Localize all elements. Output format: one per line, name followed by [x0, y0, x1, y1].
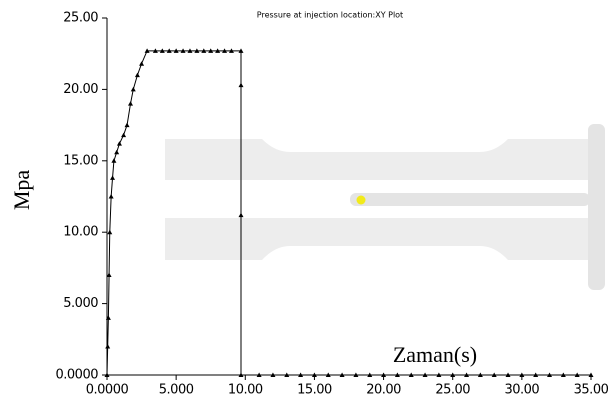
y-tick-label: 0.0000 — [56, 368, 99, 383]
pressure-line — [106, 50, 591, 376]
data-marker — [519, 372, 525, 377]
data-marker — [394, 372, 400, 377]
x-tick-label: 20.00 — [366, 383, 401, 398]
data-marker — [238, 212, 244, 218]
specimen-top — [165, 139, 590, 180]
data-marker — [110, 175, 116, 180]
data-marker — [201, 48, 207, 53]
x-tick-label: 5.000 — [159, 383, 194, 398]
data-marker — [491, 372, 497, 377]
data-marker — [238, 48, 244, 53]
data-marker — [270, 372, 276, 377]
data-marker — [106, 272, 112, 278]
data-marker — [228, 48, 234, 53]
data-marker — [505, 372, 511, 377]
data-marker — [339, 372, 345, 377]
data-marker — [215, 48, 221, 53]
x-tick-label: 15.00 — [297, 383, 332, 398]
data-marker — [166, 48, 172, 53]
data-marker — [436, 372, 442, 377]
data-marker — [547, 372, 553, 377]
data-marker — [114, 149, 120, 155]
data-marker — [105, 315, 111, 320]
runner — [350, 193, 590, 206]
data-marker — [311, 372, 317, 377]
data-marker — [107, 229, 113, 235]
data-marker — [173, 48, 179, 53]
data-marker — [450, 372, 456, 377]
data-marker — [128, 101, 134, 106]
data-marker — [187, 48, 193, 53]
y-tick-label: 20.00 — [63, 82, 98, 97]
data-marker — [256, 372, 262, 377]
data-marker — [574, 372, 580, 377]
data-marker — [108, 194, 114, 199]
y-tick-label: 25.00 — [63, 11, 98, 26]
y-tick-label: 5.000 — [63, 296, 98, 311]
data-marker — [464, 372, 470, 377]
data-marker — [144, 48, 150, 53]
data-marker — [284, 372, 290, 377]
data-marker — [533, 372, 539, 377]
part-preview — [165, 124, 605, 290]
data-marker — [116, 141, 122, 146]
data-marker — [152, 48, 158, 53]
x-axis-label: Zaman(s) — [393, 342, 477, 367]
x-tick-label: 35.00 — [574, 383, 608, 398]
data-marker — [367, 372, 373, 377]
data-marker — [139, 61, 145, 66]
data-marker — [121, 132, 127, 138]
data-marker — [134, 72, 140, 78]
data-marker — [325, 372, 331, 377]
data-marker — [588, 372, 594, 377]
injection-point — [356, 195, 366, 205]
data-marker — [180, 48, 186, 53]
x-tick-label: 30.00 — [504, 383, 539, 398]
y-axis-label: Mpa — [9, 170, 34, 211]
data-marker — [381, 372, 387, 377]
data-marker — [560, 372, 566, 377]
data-marker — [353, 372, 359, 377]
data-marker — [238, 82, 244, 88]
data-marker — [159, 48, 165, 53]
data-marker — [408, 372, 414, 377]
y-tick-label: 15.00 — [63, 153, 98, 168]
data-marker — [208, 48, 214, 53]
data-marker — [124, 122, 130, 128]
chart-title: Pressure at injection location:XY Plot — [257, 11, 403, 20]
x-tick-label: 25.00 — [435, 383, 470, 398]
data-marker — [422, 372, 428, 377]
data-marker — [477, 372, 483, 377]
data-marker — [105, 343, 111, 349]
specimen-bottom — [165, 218, 590, 260]
x-tick-label: 0.0000 — [86, 383, 129, 398]
data-marker — [104, 372, 110, 377]
data-marker — [194, 48, 200, 53]
y-tick-label: 10.00 — [63, 225, 98, 240]
data-marker — [130, 86, 136, 92]
sprue — [588, 124, 605, 290]
x-tick-label: 10.00 — [228, 383, 263, 398]
data-marker — [298, 372, 304, 377]
data-marker — [111, 158, 117, 163]
data-marker — [222, 48, 228, 53]
data-marker — [238, 372, 244, 377]
